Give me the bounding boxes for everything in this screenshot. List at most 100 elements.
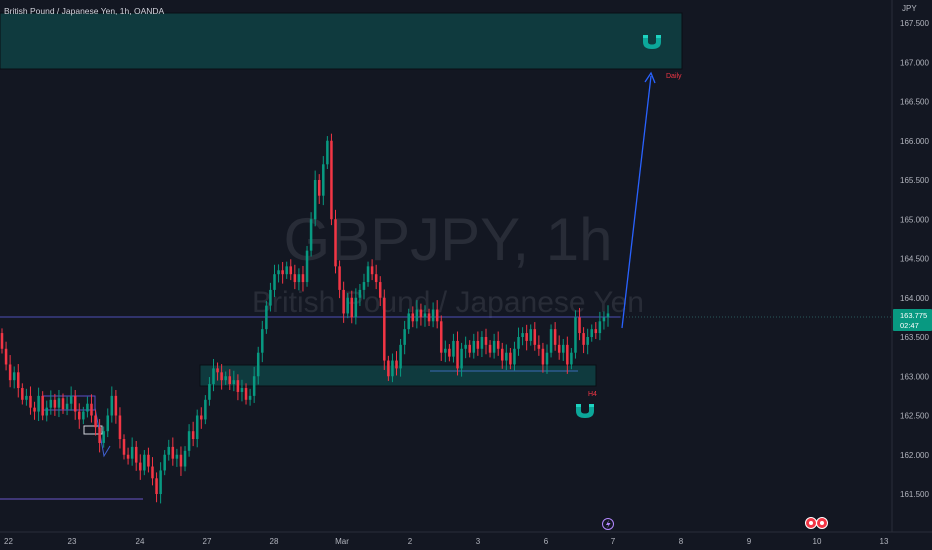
candle-body [517, 337, 520, 349]
time-tick-label: 13 [880, 537, 889, 546]
candle-body [17, 372, 20, 389]
candle-body [240, 388, 244, 392]
candle-body [480, 337, 484, 349]
candle-body [407, 313, 410, 330]
price-axis[interactable]: 167.500 167.000 166.500 166.000 165.500 165.0… [900, 19, 929, 499]
candle-body [439, 321, 443, 353]
time-axis[interactable]: 22 23 24 27 28 Mar 2 3 6 7 8 9 10 13 [4, 537, 889, 546]
h4-zone[interactable] [199, 364, 597, 387]
candle-body [590, 329, 593, 337]
candle-body [163, 454, 166, 471]
price-axis-currency: JPY [902, 4, 917, 13]
candle-body [281, 270, 284, 275]
candle-body [529, 329, 532, 341]
candle-body [468, 344, 471, 353]
candle-body [94, 415, 97, 428]
candle-body [126, 454, 130, 459]
candle-body [269, 289, 272, 306]
candle-body [586, 337, 589, 345]
candle-body [594, 329, 598, 334]
candle-body [244, 388, 248, 400]
candle-body [309, 219, 313, 251]
candle-body [342, 289, 345, 314]
candle-body [232, 380, 236, 385]
candle-body [21, 388, 24, 400]
projection-arrow[interactable] [621, 75, 652, 329]
candle-body [159, 470, 162, 494]
candle-body [208, 384, 211, 400]
candle-body [403, 329, 406, 345]
small-box[interactable] [83, 425, 103, 435]
candle-body [191, 431, 195, 440]
candle-body [147, 454, 150, 467]
candle-body [383, 297, 386, 361]
candle-body [261, 329, 264, 353]
candle-body [216, 368, 219, 373]
last-price-countdown: 02:47 [900, 321, 919, 330]
candle-body [549, 329, 553, 353]
time-tick-label: 23 [68, 537, 77, 546]
candle-body [224, 376, 227, 381]
price-tick-label: 162.000 [900, 451, 929, 460]
lightning-icon[interactable] [602, 518, 614, 530]
candle-body [143, 454, 146, 471]
candle-body [305, 250, 309, 283]
candle-body [220, 372, 223, 381]
candle-body [236, 380, 240, 392]
economic-events-icon[interactable] [805, 517, 828, 529]
candle-body [61, 398, 65, 410]
daily-zone[interactable] [0, 12, 683, 70]
daily-label: Daily [666, 73, 682, 80]
price-tick-label: 165.000 [900, 215, 929, 224]
projection-arrowhead [644, 71, 656, 84]
candle-body [252, 376, 256, 396]
candle-body [301, 274, 305, 283]
candle-body [574, 317, 577, 353]
candle-body [354, 297, 358, 318]
candle-body [541, 348, 545, 365]
candle-body [25, 395, 28, 400]
candle-body [545, 352, 549, 365]
time-tick-label: 6 [544, 537, 549, 546]
candle-body [431, 309, 435, 322]
candle-body [82, 411, 85, 420]
swing-arrow[interactable] [94, 407, 111, 458]
candle-body [562, 344, 565, 353]
candle-body [370, 266, 374, 275]
candle-body [399, 344, 402, 369]
candle-body [427, 313, 431, 322]
candle-body [187, 431, 191, 451]
candle-body [110, 395, 114, 416]
candle-body [212, 368, 215, 385]
candle-body [391, 360, 394, 377]
candle-body [45, 407, 48, 416]
candle-body [297, 274, 301, 283]
price-tick-label: 165.500 [900, 176, 929, 185]
h4-label: H4 [588, 391, 597, 398]
candle-body [521, 333, 524, 337]
candle-body [366, 266, 370, 283]
candle-body [195, 415, 199, 440]
candle-body [317, 180, 321, 196]
candle-body [106, 415, 110, 432]
candle-body [293, 274, 297, 283]
candle-body [102, 431, 105, 443]
price-tick-label: 163.500 [900, 333, 929, 342]
candle-body [570, 352, 573, 365]
candle-body [204, 399, 207, 420]
candle-body [134, 446, 138, 463]
price-tick-label: 161.500 [900, 490, 929, 499]
candle-body [313, 180, 317, 220]
candle-body [65, 403, 69, 410]
candle-body [496, 340, 500, 349]
candle-body [171, 446, 175, 459]
candle-body [513, 348, 516, 365]
candle-body [86, 403, 89, 412]
candle-body [256, 352, 260, 377]
candle-body [456, 340, 459, 369]
candle-body [378, 282, 382, 298]
candle-body [118, 415, 122, 440]
